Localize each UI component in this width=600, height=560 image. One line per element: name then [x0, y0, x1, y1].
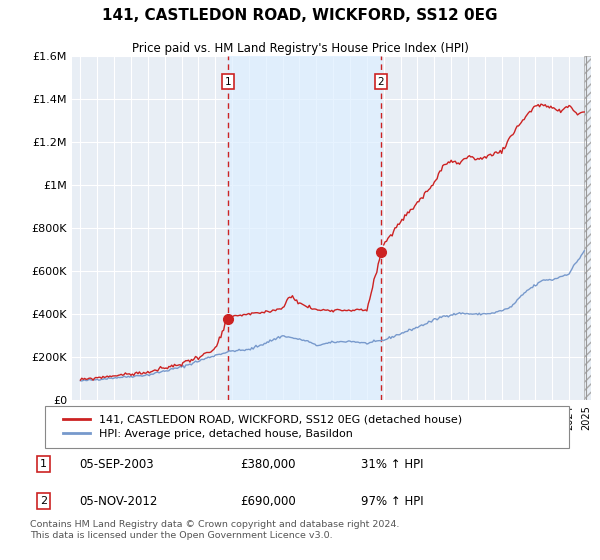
Text: 1: 1	[224, 77, 231, 87]
FancyBboxPatch shape	[44, 405, 569, 449]
Text: 2: 2	[40, 496, 47, 506]
Text: £380,000: £380,000	[240, 458, 295, 471]
Text: 05-SEP-2003: 05-SEP-2003	[80, 458, 154, 471]
Bar	[584, 56, 591, 400]
Text: Contains HM Land Registry data © Crown copyright and database right 2024.
This d: Contains HM Land Registry data © Crown c…	[30, 520, 400, 539]
Legend: 141, CASTLEDON ROAD, WICKFORD, SS12 0EG (detached house), HPI: Average price, de: 141, CASTLEDON ROAD, WICKFORD, SS12 0EG …	[58, 410, 467, 444]
Text: £690,000: £690,000	[240, 494, 296, 508]
Text: Price paid vs. HM Land Registry's House Price Index (HPI): Price paid vs. HM Land Registry's House …	[131, 42, 469, 55]
Text: 97% ↑ HPI: 97% ↑ HPI	[361, 494, 424, 508]
Text: 141, CASTLEDON ROAD, WICKFORD, SS12 0EG: 141, CASTLEDON ROAD, WICKFORD, SS12 0EG	[102, 8, 498, 24]
Text: 31% ↑ HPI: 31% ↑ HPI	[361, 458, 424, 471]
Bar	[228, 56, 381, 400]
Text: 05-NOV-2012: 05-NOV-2012	[80, 494, 158, 508]
Text: 2: 2	[378, 77, 385, 87]
Text: 1: 1	[40, 459, 47, 469]
